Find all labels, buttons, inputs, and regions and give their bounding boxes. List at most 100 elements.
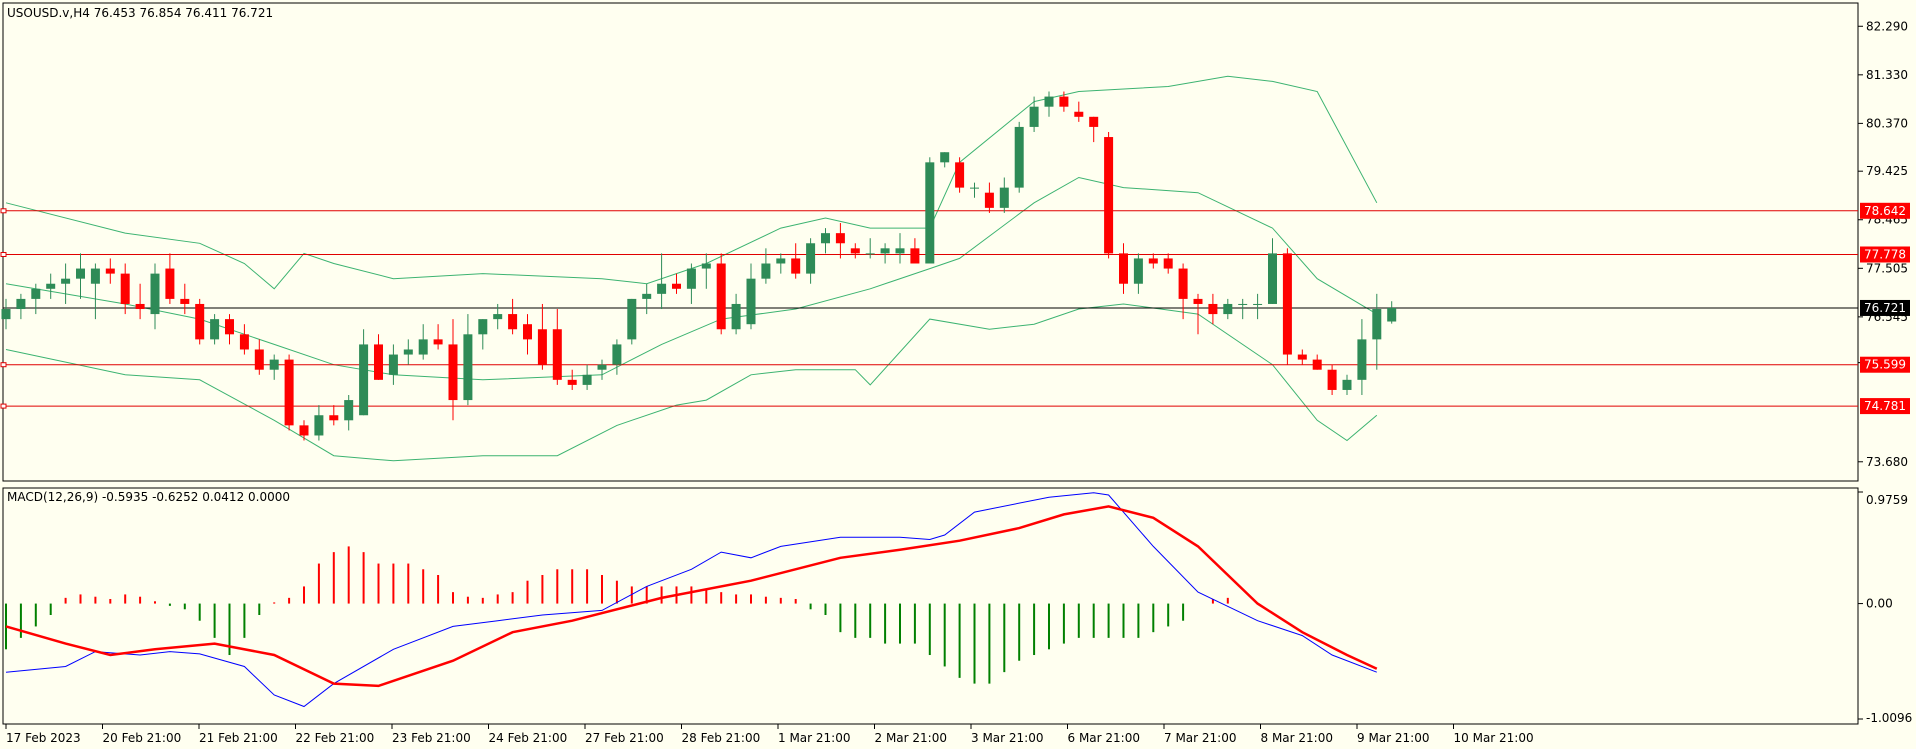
candle-body [1148, 258, 1158, 264]
candle-body [16, 298, 26, 310]
candle-body [1327, 369, 1337, 390]
candle-body [880, 248, 890, 254]
candle-body [1178, 268, 1188, 299]
level-anchor-marker [0, 208, 7, 214]
chart-title: USOUSD.v,H4 76.453 76.854 76.411 76.721 [7, 6, 273, 20]
candle-body [359, 344, 369, 416]
candle-body [1, 309, 11, 320]
candle-body [269, 359, 279, 370]
candle-body [388, 354, 398, 375]
candle-body [731, 303, 741, 330]
bollinger-bands [5, 75, 1378, 462]
candle-body [761, 263, 771, 279]
candle-body [1044, 96, 1054, 107]
time-axis: 17 Feb 2023 20 Feb 21:00 21 Feb 21:00 22 Fe… [5, 724, 1534, 745]
candle-body [850, 248, 860, 254]
current-price-label: 76.721 [1864, 301, 1906, 315]
level-anchor-marker [0, 251, 7, 257]
candle-body [1089, 116, 1099, 127]
candle-body [1014, 126, 1024, 188]
candle-body [910, 248, 920, 264]
candle-body [1372, 309, 1382, 340]
candle-body [865, 253, 875, 255]
bollinger-middle [5, 176, 1378, 381]
time-tick-label: 10 Mar 21:00 [1454, 731, 1534, 745]
price-tick-label: 73.680 [1866, 455, 1908, 469]
time-tick-label: 21 Feb 21:00 [199, 731, 278, 745]
candle-body [806, 243, 816, 274]
candle-body [418, 339, 428, 355]
bollinger-lower [5, 303, 1378, 462]
price-tick-label: 81.330 [1866, 68, 1908, 82]
candle-body [1119, 253, 1128, 284]
level-price-box [1860, 356, 1910, 373]
candle-body [46, 283, 56, 289]
candle-body [776, 258, 786, 264]
candle-body [1133, 258, 1143, 284]
candle-body [135, 303, 145, 310]
candle-body [1074, 111, 1084, 117]
candle-body [835, 233, 845, 244]
candle-body [567, 379, 577, 385]
time-tick-label: 9 Mar 21:00 [1357, 731, 1430, 745]
candle-body [463, 334, 473, 401]
candle-body [254, 349, 264, 370]
candle-body [195, 303, 205, 340]
candle-body [1208, 303, 1218, 315]
time-tick-label: 28 Feb 21:00 [682, 731, 761, 745]
candle-body [716, 263, 726, 330]
level-price-label: 75.599 [1864, 358, 1906, 372]
candle-body [1297, 354, 1307, 360]
price-tick-label: 80.370 [1866, 116, 1908, 130]
candle-body [672, 283, 681, 289]
time-tick-label: 3 Mar 21:00 [971, 731, 1044, 745]
candle-body [1268, 253, 1277, 304]
level-price-box [1860, 398, 1910, 415]
candle-body [791, 258, 801, 274]
candle-body [433, 339, 443, 345]
candle-body [701, 263, 711, 269]
candle-body [612, 344, 622, 365]
candle-body [105, 268, 115, 274]
time-tick-label: 8 Mar 21:00 [1261, 731, 1334, 745]
candle-body [955, 162, 965, 188]
candle-body [225, 319, 234, 335]
candle-body [1029, 106, 1039, 127]
candle-body [895, 248, 905, 254]
price-tick-label: 77.505 [1866, 261, 1908, 275]
bollinger-upper [5, 75, 1378, 290]
level-price-label: 77.778 [1864, 247, 1906, 261]
macd-tick-label: -1.0096 [1866, 711, 1912, 725]
candle-body [90, 268, 100, 284]
candle-body [478, 319, 488, 335]
candle-body [1253, 303, 1263, 305]
candle-body [1357, 339, 1367, 380]
signal-line [5, 505, 1378, 688]
candlesticks[interactable] [1, 91, 1397, 441]
candle-body [552, 329, 562, 380]
candle-body [597, 364, 607, 370]
candle-body [1282, 253, 1292, 355]
candle-body [657, 283, 667, 294]
time-tick-label: 20 Feb 21:00 [103, 731, 182, 745]
candle-body [686, 268, 696, 289]
candle-body [314, 415, 324, 436]
macd-axis: 0.9759 0.00 -1.0096 [1858, 491, 1912, 725]
candle-body [1312, 359, 1322, 370]
candle-body [374, 344, 383, 380]
candle-body [984, 192, 994, 208]
time-tick-label: 17 Feb 2023 [6, 731, 81, 745]
candle-body [642, 293, 652, 299]
main-pane-border [2, 2, 1859, 482]
candle-body [1238, 303, 1248, 305]
macd-histogram [5, 546, 1229, 684]
candle-body [61, 278, 71, 284]
level-anchor-marker [0, 362, 7, 368]
time-tick-label: 27 Feb 21:00 [585, 731, 664, 745]
candle-body [150, 273, 160, 315]
time-tick-label: 1 Mar 21:00 [778, 731, 851, 745]
time-tick-label: 2 Mar 21:00 [875, 731, 948, 745]
candle-body [76, 268, 85, 279]
candle-body [999, 187, 1009, 208]
